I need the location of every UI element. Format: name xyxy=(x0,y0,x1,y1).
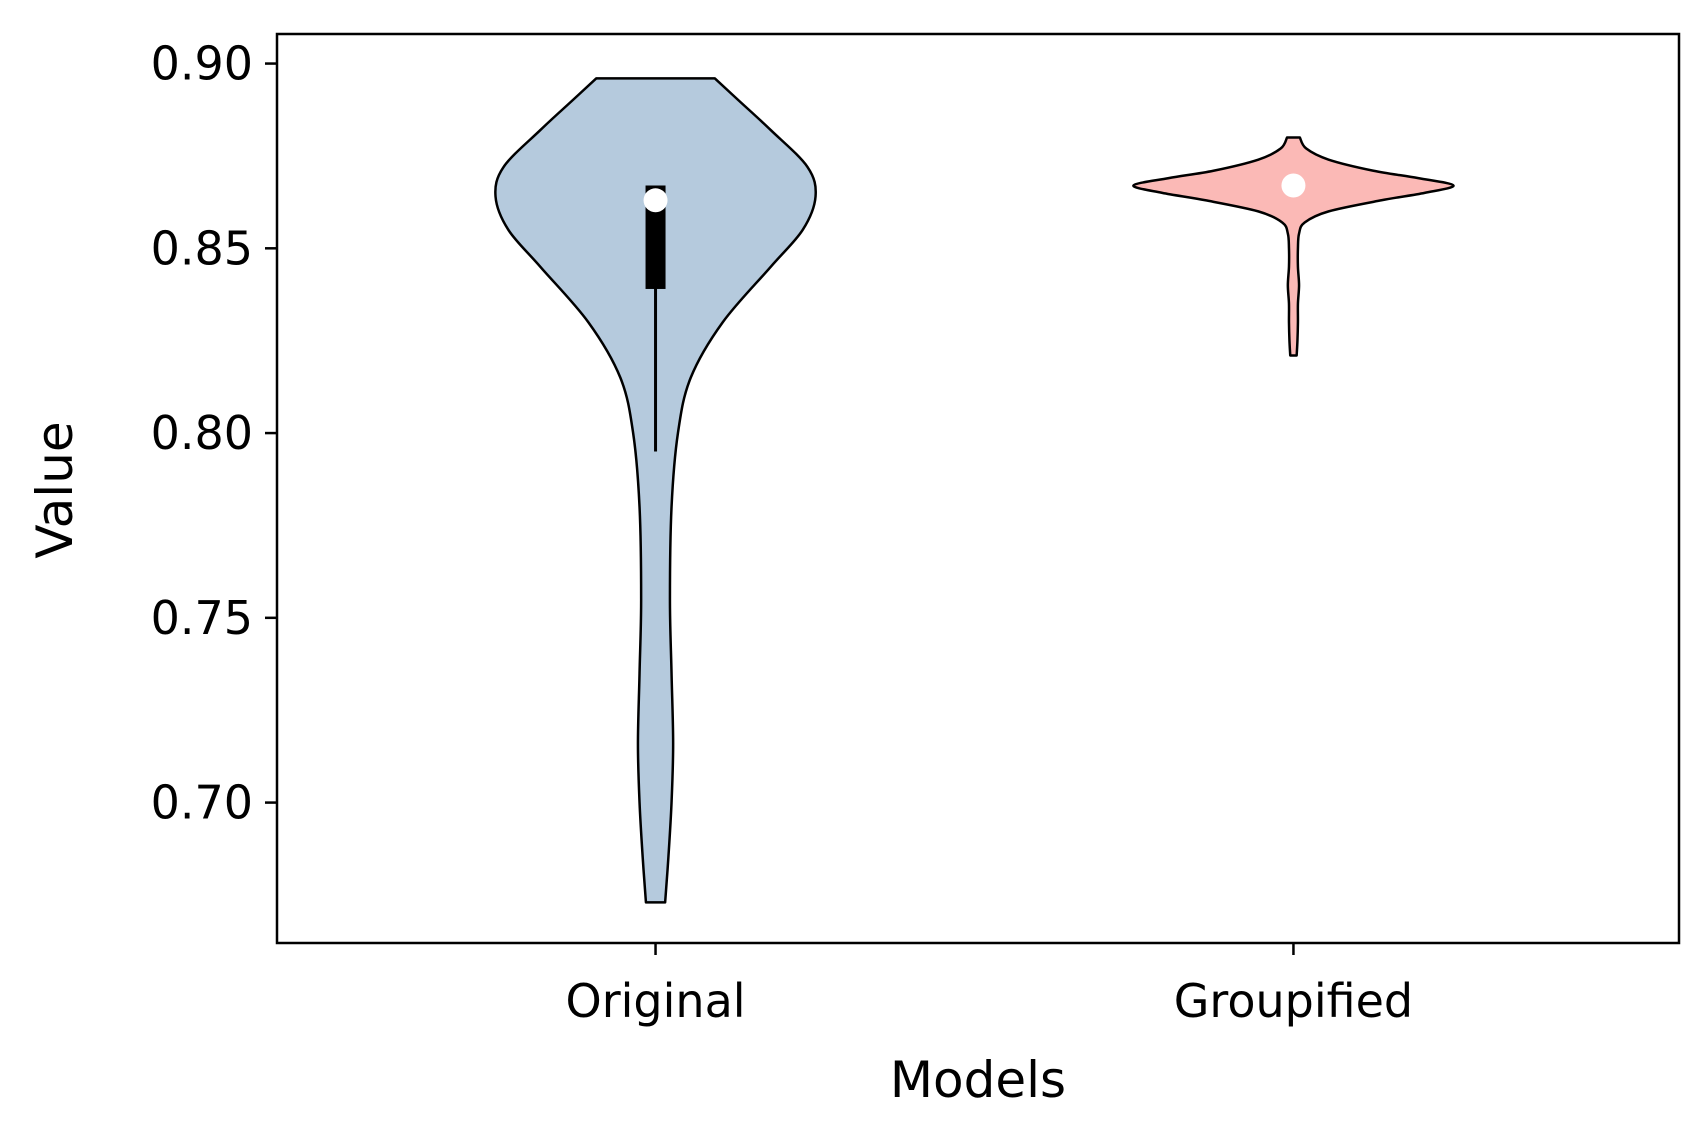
boxes-layer xyxy=(643,173,1306,452)
y-tick-label: 0.90 xyxy=(151,37,253,91)
violin-groupified xyxy=(1132,136,1455,357)
median-marker-original xyxy=(643,188,668,213)
violin-original xyxy=(494,77,817,904)
plot-frame xyxy=(275,32,1681,945)
y-tick-label: 0.75 xyxy=(151,591,253,645)
median-marker-groupified xyxy=(1281,173,1306,198)
violins-layer xyxy=(494,77,1455,904)
x-tick-label: Groupified xyxy=(1174,974,1413,1028)
y-tick-label: 0.85 xyxy=(151,221,253,275)
y-axis-label: Value xyxy=(26,421,84,558)
y-tick-label: 0.80 xyxy=(151,406,253,460)
x-axis: Original Groupified xyxy=(566,943,1413,1028)
x-tick-label: Original xyxy=(566,974,746,1028)
y-axis: 0.70 0.75 0.80 0.85 0.90 xyxy=(151,37,277,830)
x-axis-label: Models xyxy=(890,1051,1066,1109)
y-tick-label: 0.70 xyxy=(151,776,253,830)
iqr-box-original xyxy=(645,185,666,289)
